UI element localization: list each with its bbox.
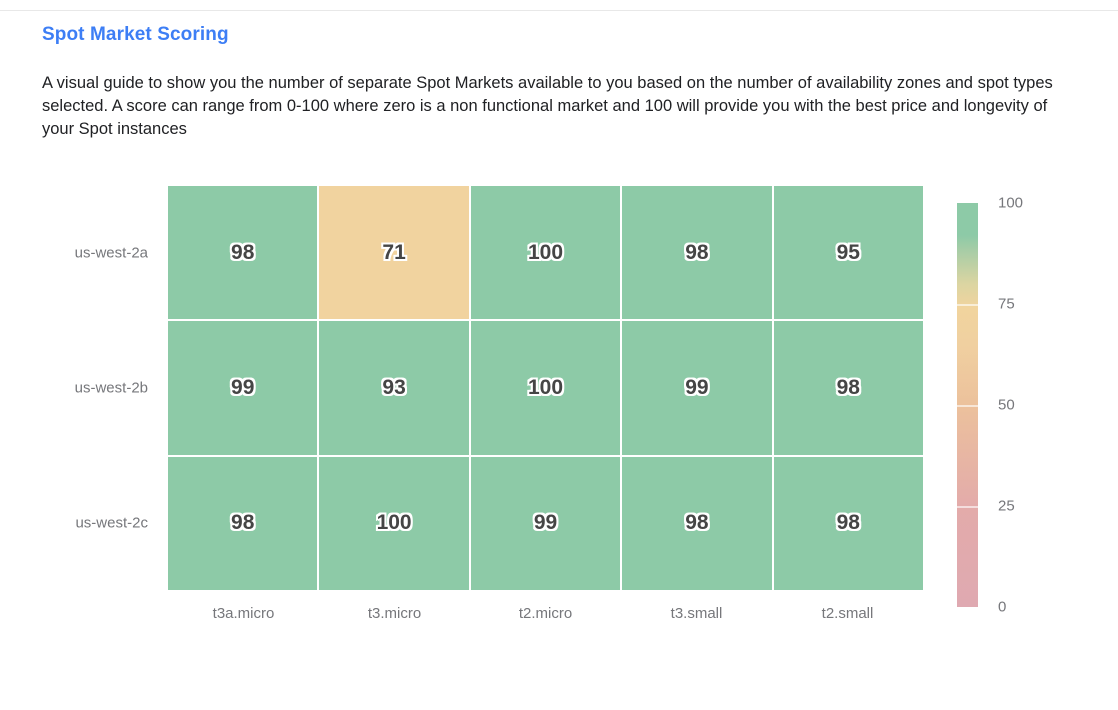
heatmap-cell-value: 100 [376,511,412,535]
x-axis-label-t2.micro: t2.micro [518,605,573,622]
y-axis-label-us-west-2b: us-west-2b [74,379,148,397]
colorbar-tick-label-100: 100 [998,194,1024,212]
chart-description: A visual guide to show you the number of… [42,74,1053,138]
heatmap-cell-value: 98 [836,375,860,399]
heatmap-cell-us-west-2c-t2.small[interactable]: 98 [773,456,923,590]
heatmap-cell-us-west-2a-t3a.micro[interactable]: 98 [168,186,318,320]
heatmap-cell-value: 99 [231,375,255,399]
colorbar-tick-label-75: 75 [998,295,1015,313]
x-axis-label-t3.small: t3.small [670,605,723,622]
heatmap-cell-us-west-2b-t3.small[interactable]: 99 [622,321,772,455]
heatmap-cell-value: 93 [382,375,406,399]
heatmap-cell-value: 99 [533,511,558,535]
y-axis-label-us-west-2c: us-west-2c [75,514,148,532]
heatmap-cell-value: 99 [685,375,709,399]
heatmap-cell-us-west-2a-t2.small[interactable]: 95 [773,186,923,320]
heatmap-cell-us-west-2b-t2.small[interactable]: 98 [773,321,923,455]
page-title: Spot Market Scoring [42,24,229,45]
heatmap-cell-us-west-2c-t3.small[interactable]: 98 [622,456,772,590]
colorbar-tick-label-0: 0 [998,598,1007,616]
heatmap-cell-us-west-2a-t3.micro[interactable]: 71 [319,186,469,320]
heatmap-cell-value: 100 [527,375,564,399]
heatmap-cell-us-west-2b-t3a.micro[interactable]: 99 [168,321,318,455]
heatmap-grid: 98 71 100 98 95 99 93 100 99 98 98 100 99 98 98 [168,186,923,590]
heatmap-cell-value: 98 [231,240,255,264]
heatmap-cell-us-west-2a-t3.small[interactable]: 98 [622,186,772,320]
heatmap-cell-value: 98 [231,511,255,535]
heatmap-y-axis: us-west-2a us-west-2b us-west-2c [30,186,148,590]
heatmap-cell-us-west-2c-t2.micro[interactable]: 99 [470,456,621,590]
heatmap-x-axis: t3a.micro t3.micro t2.micro t3.small t2.smal… [168,605,923,627]
heatmap-cell-us-west-2c-t3.micro[interactable]: 100 [319,456,469,590]
colorbar-separator [957,304,978,306]
y-axis-label-us-west-2a: us-west-2a [74,244,148,262]
x-axis-label-t3a.micro: t3a.micro [212,605,275,622]
heatmap-cell-value: 98 [685,511,709,535]
x-axis-label-t3.micro: t3.micro [367,605,422,622]
colorbar-tick-labels: 100 75 50 25 0 [998,195,1048,616]
heatmap-cell-us-west-2b-t2.micro[interactable]: 100 [470,321,621,455]
colorbar-tick-label-25: 25 [998,497,1015,515]
heatmap-cell-value: 71 [382,240,406,264]
colorbar-separator [957,506,978,508]
colorbar-separator [957,405,978,407]
heatmap-cell-us-west-2b-t3.micro[interactable]: 93 [319,321,469,455]
x-axis-label-t2.small: t2.small [821,605,874,622]
colorbar-tick-label-50: 50 [998,396,1015,414]
heatmap-cell-value: 98 [836,511,860,535]
heatmap-cell-value: 95 [836,240,860,264]
top-divider [0,10,1118,11]
heatmap-cell-value: 100 [527,240,564,264]
heatmap-cell-value: 98 [685,240,709,264]
colorbar [957,203,978,607]
heatmap-cell-us-west-2a-t2.micro[interactable]: 100 [470,186,621,320]
heatmap-cell-us-west-2c-t3a.micro[interactable]: 98 [168,456,318,590]
